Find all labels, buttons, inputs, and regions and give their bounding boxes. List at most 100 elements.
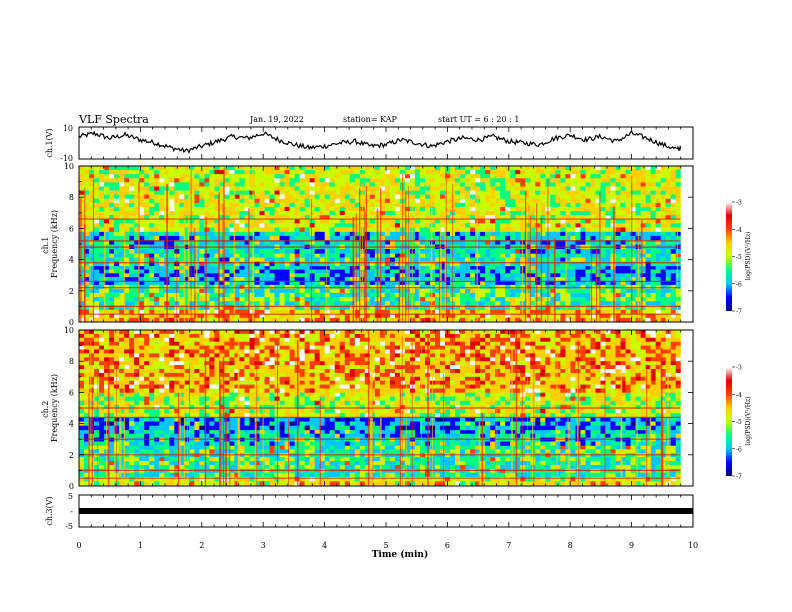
spectrogram-cell — [455, 288, 461, 294]
spectrogram-cell — [124, 313, 130, 319]
spectrogram-cell — [94, 190, 100, 195]
spectrogram-cell — [264, 190, 270, 195]
spectrogram-cell — [665, 277, 671, 282]
spectrogram-cell — [314, 253, 320, 258]
spectrogram-cell — [605, 317, 611, 323]
spectrogram-cell — [249, 313, 255, 319]
spectrogram-cell — [369, 261, 376, 267]
spectrogram-cell — [550, 297, 556, 302]
spectrogram-cell — [89, 198, 95, 204]
spectrogram-cell — [184, 198, 190, 204]
spectrogram-cell — [495, 269, 501, 274]
spectrogram-cell — [485, 215, 491, 220]
spectrogram-cell — [525, 166, 531, 171]
spectrogram-cell — [640, 301, 646, 306]
spectrogram-cell — [670, 206, 676, 212]
spectrogram-cell — [124, 273, 130, 278]
spectrogram-cell — [299, 265, 305, 270]
spectrogram-cell — [294, 313, 300, 319]
spectrogram-cell — [580, 178, 586, 183]
spectrogram-cell — [219, 248, 225, 254]
spectrogram-cell — [525, 231, 531, 237]
spectrogram-cell — [99, 288, 105, 294]
spectrogram-cell — [209, 170, 215, 175]
spectrogram-cell — [124, 231, 130, 237]
spectrogram-cell — [440, 269, 446, 274]
spectrogram-cell — [625, 235, 631, 241]
spectrogram-cell — [409, 190, 416, 195]
spectrogram-cell — [99, 170, 105, 175]
spectrogram-cell — [525, 178, 531, 183]
spectrogram-cell — [224, 219, 230, 224]
spectrogram-cell — [635, 174, 641, 179]
spectrogram-cell — [179, 253, 185, 258]
spectrogram-cell — [379, 273, 386, 278]
spectrogram-cell — [495, 280, 501, 285]
spectrogram-cell — [540, 190, 546, 195]
spectrogram-cell — [374, 178, 381, 183]
spectrogram-cell — [675, 257, 682, 262]
spectrogram-cell — [269, 261, 275, 267]
spectrogram-cell — [620, 248, 626, 254]
spectrogram-cell — [555, 269, 561, 274]
spectrogram-cell — [144, 186, 150, 191]
spectrogram-cell — [359, 178, 366, 183]
spectrogram-cell — [169, 253, 175, 258]
spectrogram-cell — [214, 235, 220, 241]
spectrogram-cell — [610, 174, 616, 179]
spectrogram-cell — [435, 206, 441, 212]
spectrogram-cell — [184, 277, 190, 282]
spectrogram-cell — [239, 277, 245, 282]
spectrogram-cell — [670, 257, 676, 262]
spectrogram-cell — [465, 269, 471, 274]
spectrogram-cell — [269, 305, 275, 310]
spectrogram-cell — [294, 317, 300, 323]
spectrogram-cell — [535, 166, 541, 171]
spectrogram-cell — [284, 301, 290, 306]
spectrogram-cell — [339, 481, 346, 487]
spectrogram-cell — [615, 280, 621, 285]
spectrogram-cell — [269, 166, 275, 171]
spectrogram-cell — [349, 280, 356, 285]
spectrogram-cell — [590, 253, 596, 258]
spectrogram-cell — [620, 186, 626, 191]
spectrogram-cell — [279, 240, 285, 245]
spectrogram-cell — [274, 170, 280, 175]
spectrogram-cell — [94, 280, 100, 285]
spectrogram-cell — [284, 317, 290, 323]
spectrogram-cell — [595, 284, 601, 290]
spectrogram-cell — [184, 280, 190, 285]
spectrogram-cell — [419, 190, 426, 195]
spectrogram-cell — [660, 219, 666, 224]
spectrogram-cell — [309, 273, 315, 278]
spectrogram-cell — [89, 253, 95, 258]
spectrogram-cell — [234, 178, 240, 183]
spectrogram-cell — [550, 235, 556, 241]
spectrogram-cell — [314, 309, 320, 314]
spectrogram-cell — [294, 273, 300, 278]
spectrogram-cell — [650, 211, 656, 216]
spectrogram-cell — [124, 215, 130, 220]
spectrogram-cell — [530, 231, 536, 237]
spectrogram-cell — [329, 182, 336, 187]
spectrogram-cell — [224, 198, 230, 204]
spectrogram-cell — [254, 301, 260, 306]
spectrogram-cell — [565, 309, 571, 314]
spectrogram-cell — [620, 174, 626, 179]
spectrogram-cell — [349, 277, 356, 282]
spectrogram-cell — [304, 235, 310, 241]
spectrogram-cell — [109, 313, 115, 319]
spectrogram-cell — [414, 309, 421, 314]
spectrogram-cell — [144, 317, 150, 323]
spectrogram-cell — [645, 269, 651, 274]
spectrogram-cell — [640, 190, 646, 195]
spectrogram-cell — [334, 186, 341, 191]
spectrogram-cell — [389, 277, 396, 282]
spectrogram-cell — [89, 194, 95, 200]
spectrogram-cell — [294, 253, 300, 258]
spectrogram-cell — [189, 292, 195, 298]
spectrogram-cell — [384, 178, 391, 183]
spectrogram-cell — [204, 301, 210, 306]
spectrogram-cell — [329, 280, 336, 285]
spectrogram-cell — [525, 248, 531, 254]
